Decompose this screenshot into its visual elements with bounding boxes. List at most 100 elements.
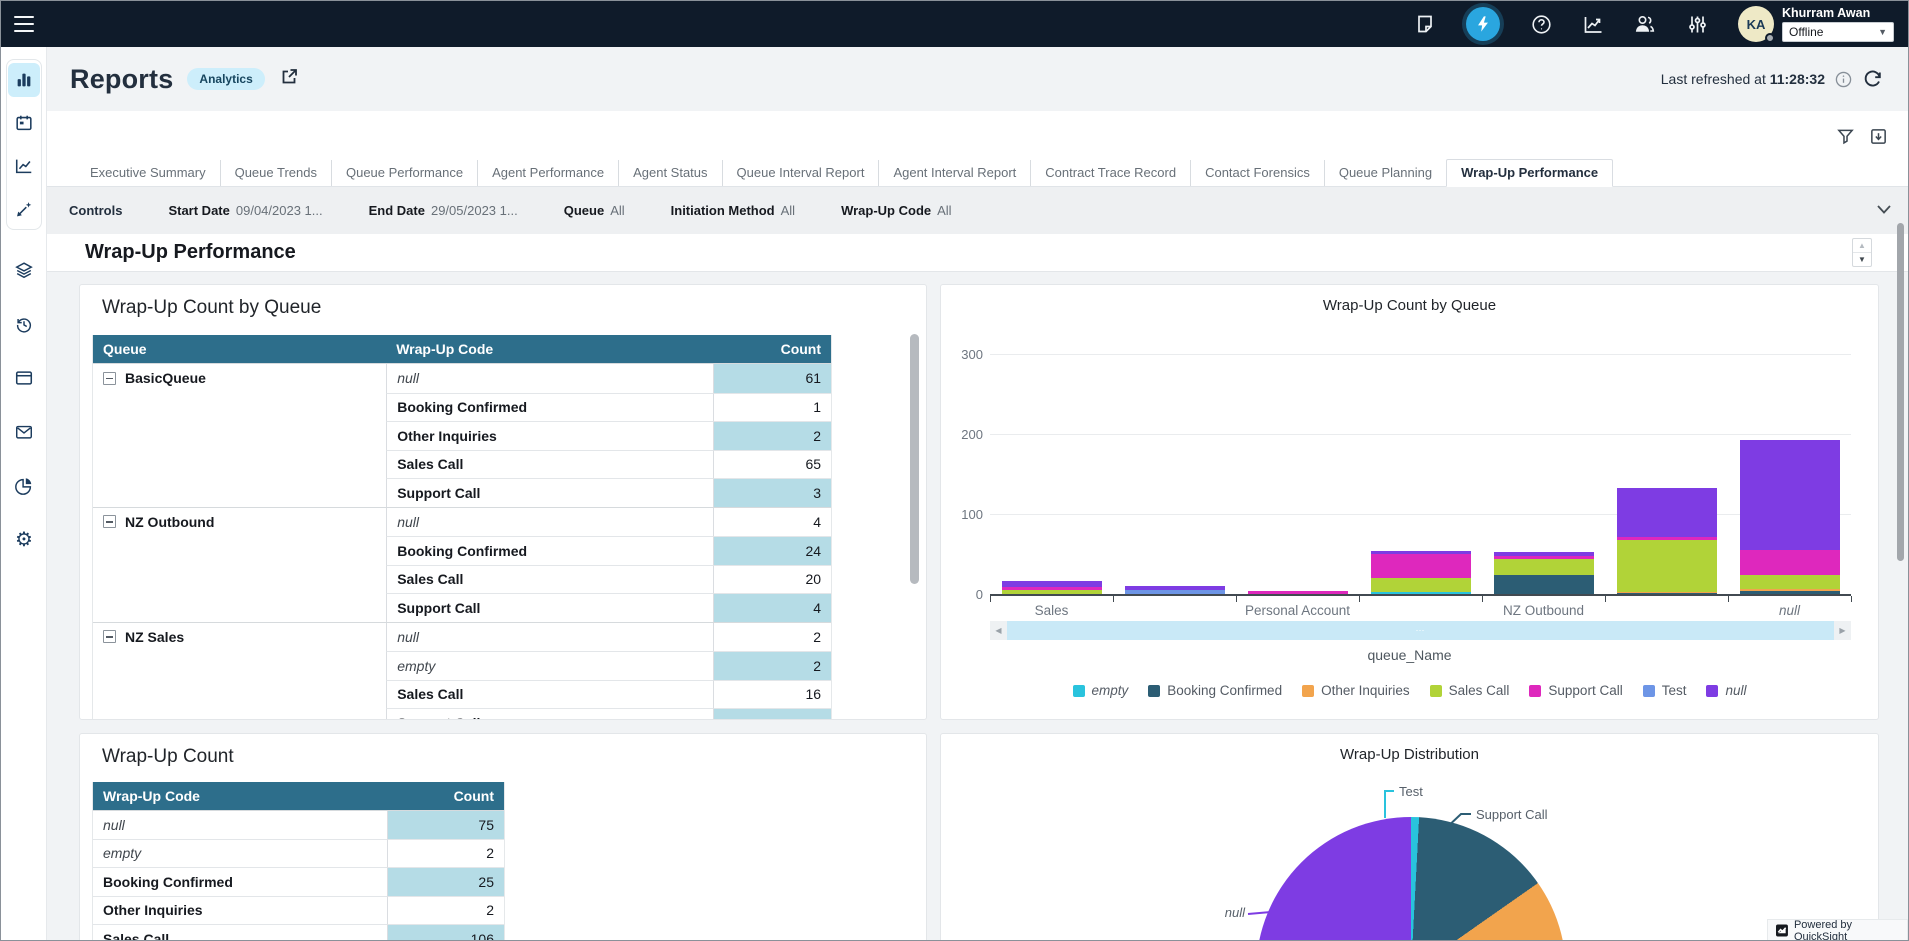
help-icon[interactable]: [1530, 13, 1552, 35]
collapse-group-icon[interactable]: [103, 371, 116, 385]
legend-item-test[interactable]: Test: [1642, 683, 1686, 698]
tab-executive-summary[interactable]: Executive Summary: [90, 165, 206, 180]
tab-wrap-up-performance[interactable]: Wrap-Up Performance: [1446, 159, 1614, 187]
metrics-icon[interactable]: [1582, 13, 1604, 35]
boost-bolt-icon[interactable]: [1466, 7, 1500, 41]
control-start-date[interactable]: Start Date 09/04/2023 1...: [168, 203, 323, 218]
column-header-count[interactable]: Count: [453, 788, 494, 804]
info-icon[interactable]: [1835, 71, 1852, 88]
sidebar-item-metrics[interactable]: [8, 149, 40, 183]
bar-segment-sales-call[interactable]: [1739, 574, 1840, 590]
sidebar-item-designer[interactable]: [8, 192, 40, 226]
refresh-icon[interactable]: [1862, 68, 1884, 90]
bar-segment-sales-call[interactable]: [1370, 578, 1471, 593]
column-header-wrap-up-code[interactable]: Wrap-Up Code: [103, 788, 200, 804]
bar-segment-support-call[interactable]: [1739, 550, 1840, 575]
sidebar-item-analytics[interactable]: [8, 469, 40, 503]
bar-segment-booking-confirmed[interactable]: [1739, 590, 1840, 594]
user-name: Khurram Awan: [1782, 6, 1871, 20]
count-cell: 106: [386, 924, 504, 940]
control-wrap-up-code[interactable]: Wrap-Up Code All: [841, 203, 952, 218]
bar-segment-null[interactable]: [1493, 552, 1594, 556]
bar-segment-null[interactable]: [1739, 440, 1840, 550]
bar-segment-support-call[interactable]: [1247, 590, 1348, 594]
legend-item-support-call[interactable]: Support Call: [1529, 683, 1623, 698]
chart-h-scrollbar[interactable]: ◀ ⋯ ▶: [990, 621, 1851, 640]
tab-queue-interval-report[interactable]: Queue Interval Report: [721, 160, 879, 186]
collapse-group-icon[interactable]: [103, 630, 116, 644]
tab-agent-status[interactable]: Agent Status: [618, 160, 721, 186]
sidebar-item-reports[interactable]: [8, 63, 40, 97]
bar-segment-booking-confirmed[interactable]: [1616, 593, 1717, 594]
agent-status-select[interactable]: Offline ▼: [1782, 22, 1894, 42]
notes-icon[interactable]: [1414, 13, 1436, 35]
external-link-icon[interactable]: [279, 67, 299, 92]
sidebar-item-settings[interactable]: ⚙: [8, 523, 40, 557]
sidebar-item-calendar[interactable]: [8, 106, 40, 140]
scroll-left-icon[interactable]: ◀: [990, 621, 1007, 640]
sidebar-item-layers[interactable]: [8, 253, 40, 287]
line-chart-icon: [15, 159, 32, 174]
bar-segment-support-call[interactable]: [1370, 554, 1471, 578]
bar-segment-null[interactable]: [1001, 581, 1102, 587]
wrapup-code-cell: Sales Call: [386, 449, 714, 478]
tab-agent-performance[interactable]: Agent Performance: [477, 160, 618, 186]
bar-segment-test[interactable]: [1124, 590, 1225, 594]
bar-segment-sales-call[interactable]: [1493, 558, 1594, 575]
bar-segment-empty[interactable]: [1370, 592, 1471, 594]
wrapup-code-cell: Support Call: [386, 708, 714, 719]
wrapup-code-cell: Booking Confirmed: [93, 867, 387, 896]
table-scrollbar[interactable]: [910, 334, 919, 584]
bar-segment-sales-call[interactable]: [1001, 590, 1102, 594]
bar-segment-null[interactable]: [1616, 488, 1717, 538]
bar-segment-support-call[interactable]: [1616, 537, 1717, 540]
table-row: Sales Call 65: [93, 449, 832, 478]
tab-queue-planning[interactable]: Queue Planning: [1323, 160, 1446, 186]
tab-contact-forensics[interactable]: Contact Forensics: [1190, 160, 1324, 186]
bar-segment-null[interactable]: [1370, 550, 1471, 554]
powered-by-quicksight-badge[interactable]: Powered by QuickSight: [1767, 919, 1908, 940]
column-header-queue[interactable]: Queue: [103, 341, 147, 357]
page-header: Reports Analytics Last refreshed at 11:2…: [47, 47, 1908, 111]
avatar[interactable]: KA: [1738, 6, 1775, 43]
sidebar-item-history[interactable]: [8, 307, 40, 341]
agents-icon[interactable]: [1634, 13, 1656, 35]
tab-queue-trends[interactable]: Queue Trends: [219, 160, 331, 186]
bar-segment-support-call[interactable]: [1493, 555, 1594, 559]
bar-segment-support-call[interactable]: [1001, 586, 1102, 590]
legend-item-booking-confirmed[interactable]: Booking Confirmed: [1148, 683, 1282, 698]
legend-item-null[interactable]: null: [1706, 683, 1746, 698]
controls-expand-chevron[interactable]: [1876, 203, 1892, 218]
spinner-down-icon[interactable]: ▼: [1858, 255, 1866, 264]
legend-item-other-inquiries[interactable]: Other Inquiries: [1302, 683, 1410, 698]
column-header-count[interactable]: Count: [780, 341, 822, 357]
hamburger-menu-icon[interactable]: [14, 16, 34, 32]
collapse-group-icon[interactable]: [103, 515, 116, 529]
export-icon[interactable]: [1869, 127, 1888, 146]
bar-segment-other-inquiries[interactable]: [1616, 591, 1717, 594]
control-initiation-method[interactable]: Initiation Method All: [670, 203, 796, 218]
dashboard-toolbar: Executive Summary Queue Trends Queue Perfo…: [47, 111, 1908, 187]
control-end-date[interactable]: End Date 29/05/2023 1...: [368, 203, 518, 218]
filter-icon[interactable]: [1836, 127, 1855, 146]
tab-queue-performance[interactable]: Queue Performance: [330, 160, 477, 186]
sidebar-item-workspace[interactable]: [8, 361, 40, 395]
legend-item-sales-call[interactable]: Sales Call: [1429, 683, 1509, 698]
bar-segment-null[interactable]: [1124, 586, 1225, 590]
wrapup-code-cell: empty: [386, 651, 714, 680]
legend-item-empty[interactable]: empty: [1072, 683, 1128, 698]
spinner-up-icon[interactable]: ▲: [1853, 239, 1871, 253]
bar-segment-booking-confirmed[interactable]: [1493, 574, 1594, 594]
bar-segment-other-inquiries[interactable]: [1739, 589, 1840, 591]
scroll-right-icon[interactable]: ▶: [1834, 621, 1851, 640]
tab-contract-trace-record[interactable]: Contract Trace Record: [1030, 160, 1190, 186]
sidebar-item-email[interactable]: [8, 415, 40, 449]
page-scrollbar[interactable]: [1897, 223, 1904, 561]
column-header-wrap-up-code[interactable]: Wrap-Up Code: [396, 341, 494, 357]
settings-sliders-icon[interactable]: [1686, 13, 1708, 35]
control-queue[interactable]: Queue All: [563, 203, 625, 218]
bar-segment-sales-call[interactable]: [1616, 539, 1717, 592]
wrapup-code-cell: Booking Confirmed: [386, 392, 714, 421]
tab-agent-interval-report[interactable]: Agent Interval Report: [878, 160, 1030, 186]
